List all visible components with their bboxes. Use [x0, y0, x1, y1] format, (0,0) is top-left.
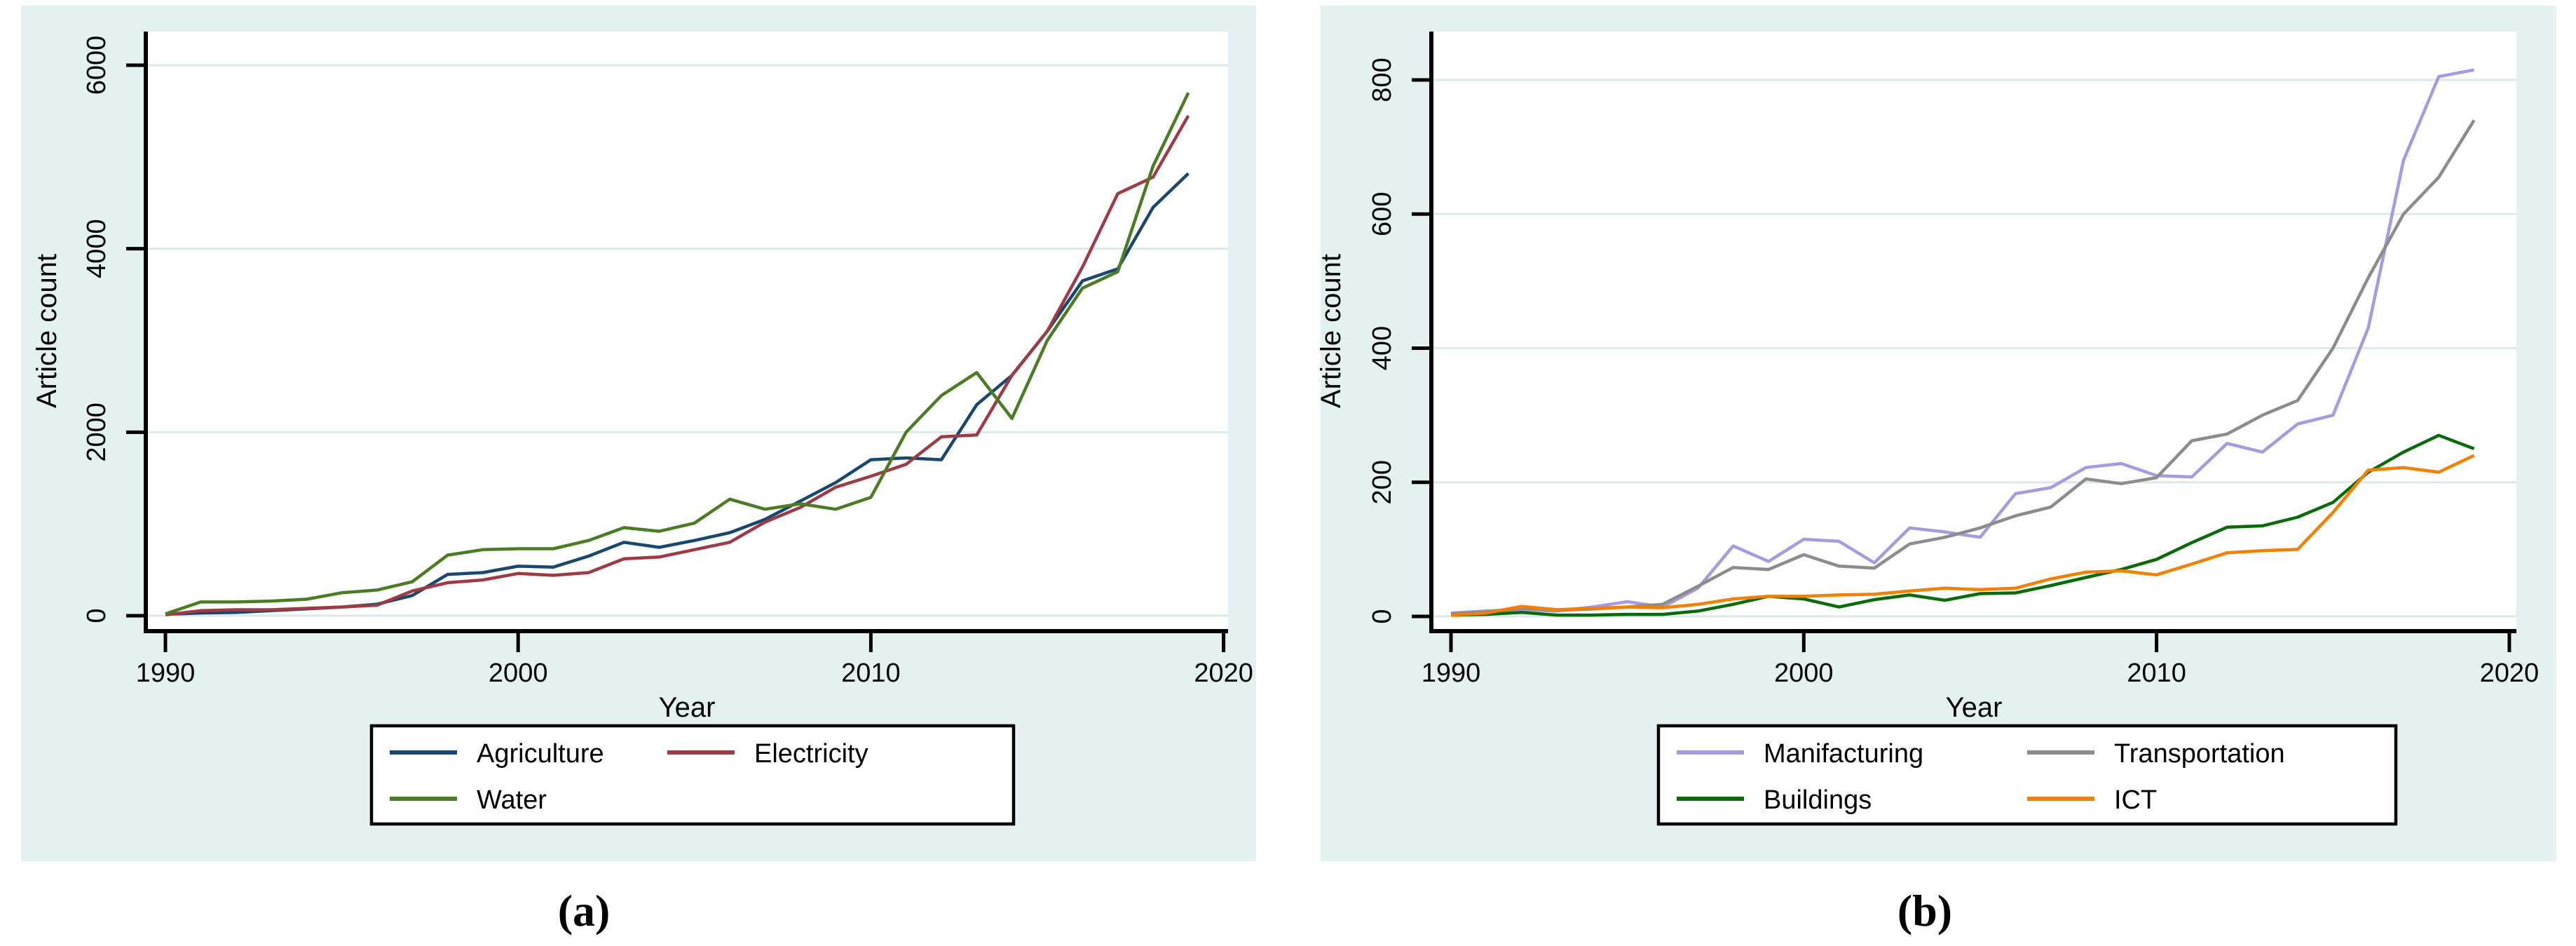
series-line-manifacturing [1450, 68, 2475, 615]
y-tick-label: 4000 [82, 219, 111, 278]
x-tick-label: 2000 [1774, 658, 1834, 688]
y-tick-label: 400 [1368, 326, 1397, 370]
panel-a-y-axis-title: Article count [32, 254, 62, 408]
panel-b-plot-area [1431, 32, 2516, 633]
y-tick-label: 0 [1368, 609, 1397, 623]
series-line-ict [1450, 454, 2475, 617]
y-tick-label: 0 [82, 608, 111, 623]
x-tick-label: 2020 [2480, 658, 2540, 688]
x-tick-label: 2020 [1194, 658, 1253, 688]
panel-b: 0 200 400 600 800 1990 2000 2010 2020 Article co… [1316, 6, 2556, 861]
panel-a-ticks: 0 2000 4000 6000 1990 2000 2010 2020 [82, 36, 1253, 688]
panel-b-y-axis-title: Article count [1316, 254, 1347, 408]
legend-label-transportation: Transportation [2114, 739, 2285, 769]
legend-label-electricity: Electricity [754, 739, 868, 769]
y-tick-label: 2000 [82, 403, 111, 462]
panel-a-series [165, 92, 1190, 616]
x-tick-label: 1990 [136, 658, 196, 688]
y-tick-label: 6000 [82, 36, 111, 95]
panel-a-legend-box [369, 724, 1016, 826]
legend-label-buildings: Buildings [1764, 785, 1872, 815]
panel-a: 0 2000 4000 6000 1990 2000 2010 2020 Article co… [21, 6, 1256, 861]
caption-b: (b) [1897, 886, 1952, 935]
y-tick-label: 600 [1368, 192, 1397, 236]
series-line-water [165, 92, 1190, 616]
legend-label-manifacturing: Manifacturing [1764, 739, 1923, 769]
panel-a-legend: Agriculture Electricity Water [369, 724, 1016, 826]
caption-a: (a) [558, 886, 611, 935]
legend-label-water: Water [477, 785, 547, 815]
panel-b-series [1450, 68, 2476, 617]
panel-b-legend-box [1656, 724, 2398, 826]
y-tick-label: 800 [1368, 58, 1397, 102]
y-tick-label: 200 [1368, 460, 1397, 504]
panel-b-legend: Manifacturing Transportation Buildings ICT [1656, 724, 2398, 826]
panel-a-gridlines [146, 64, 1228, 617]
x-tick-label: 1990 [1422, 658, 1481, 688]
panel-b-gridlines [1431, 79, 2516, 618]
series-line-buildings [1450, 433, 2475, 617]
x-tick-label: 2010 [841, 658, 901, 688]
legend-label-ict: ICT [2114, 785, 2157, 815]
panel-b-ticks: 0 200 400 600 800 1990 2000 2010 2020 [1368, 58, 2539, 688]
legend-label-agriculture: Agriculture [477, 739, 604, 769]
x-tick-label: 2000 [489, 658, 548, 688]
x-tick-label: 2010 [2127, 658, 2186, 688]
panel-a-x-axis-title: Year [659, 692, 716, 723]
panel-b-x-axis-title: Year [1946, 692, 2003, 723]
series-line-electricity [165, 114, 1190, 616]
